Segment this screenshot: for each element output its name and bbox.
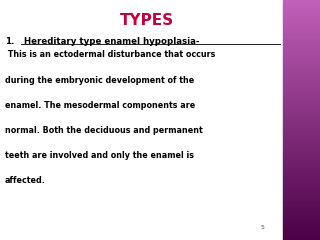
Bar	[283, 194, 320, 198]
Bar	[283, 96, 320, 99]
Bar	[283, 216, 320, 219]
Text: TYPES: TYPES	[120, 13, 174, 28]
Bar	[283, 213, 320, 216]
Bar	[283, 140, 320, 144]
Bar	[283, 165, 320, 168]
Bar	[283, 54, 320, 57]
Bar	[283, 114, 320, 117]
Bar	[283, 158, 320, 162]
Text: affected.: affected.	[5, 176, 46, 185]
Bar	[283, 134, 320, 138]
Bar	[283, 177, 320, 180]
Text: normal. Both the deciduous and permanent: normal. Both the deciduous and permanent	[5, 126, 203, 135]
Bar	[283, 230, 320, 234]
Bar	[283, 24, 320, 27]
Bar	[283, 36, 320, 39]
Bar	[283, 198, 320, 201]
Bar	[283, 63, 320, 66]
Bar	[283, 182, 320, 186]
Bar	[283, 78, 320, 81]
Text: This is an ectodermal disturbance that occurs: This is an ectodermal disturbance that o…	[5, 50, 215, 59]
Bar	[283, 162, 320, 165]
Bar	[283, 120, 320, 123]
Bar	[283, 81, 320, 84]
Bar	[283, 6, 320, 9]
Bar	[283, 222, 320, 225]
Bar	[283, 72, 320, 75]
Text: teeth are involved and only the enamel is: teeth are involved and only the enamel i…	[5, 151, 194, 160]
Bar	[283, 60, 320, 63]
Bar	[283, 66, 320, 69]
Bar	[283, 15, 320, 18]
Bar	[283, 69, 320, 72]
Bar	[283, 228, 320, 231]
Bar	[283, 188, 320, 192]
Bar	[283, 132, 320, 135]
Bar	[283, 192, 320, 195]
Text: during the embryonic development of the: during the embryonic development of the	[5, 76, 194, 85]
Bar	[283, 117, 320, 120]
Bar	[283, 12, 320, 15]
Bar	[283, 180, 320, 183]
Bar	[283, 210, 320, 213]
Bar	[283, 170, 320, 174]
Bar	[283, 150, 320, 153]
Bar	[283, 186, 320, 189]
Bar	[283, 200, 320, 204]
Bar	[283, 9, 320, 12]
Bar	[283, 105, 320, 108]
Bar	[283, 57, 320, 60]
Bar	[283, 111, 320, 114]
Bar	[283, 30, 320, 33]
Bar	[283, 168, 320, 171]
Bar	[283, 126, 320, 129]
Bar	[283, 27, 320, 30]
Bar	[283, 3, 320, 6]
Bar	[283, 39, 320, 42]
Bar	[283, 225, 320, 228]
Bar	[283, 99, 320, 102]
Bar	[283, 48, 320, 51]
Bar	[283, 138, 320, 141]
Bar	[283, 204, 320, 207]
Bar	[283, 122, 320, 126]
Bar	[283, 51, 320, 54]
Bar	[283, 102, 320, 105]
Bar	[283, 18, 320, 21]
Bar	[283, 128, 320, 132]
Bar	[283, 0, 320, 3]
Bar	[283, 234, 320, 237]
Bar	[283, 146, 320, 150]
Bar	[283, 156, 320, 159]
Bar	[283, 237, 320, 240]
Bar	[283, 152, 320, 156]
Bar	[283, 90, 320, 93]
Bar	[283, 93, 320, 96]
Bar	[283, 87, 320, 90]
Bar	[283, 42, 320, 45]
Text: 5: 5	[260, 225, 264, 230]
Bar	[283, 218, 320, 222]
Text: 1.: 1.	[5, 37, 14, 46]
Bar	[283, 144, 320, 147]
Bar	[283, 74, 320, 78]
Text: Hereditary type enamel hypoplasia-: Hereditary type enamel hypoplasia-	[21, 37, 199, 46]
Bar	[283, 21, 320, 24]
Bar	[283, 174, 320, 177]
Bar	[283, 33, 320, 36]
Bar	[283, 84, 320, 87]
Bar	[283, 108, 320, 111]
Text: enamel. The mesodermal components are: enamel. The mesodermal components are	[5, 101, 195, 110]
Bar	[283, 45, 320, 48]
Bar	[283, 206, 320, 210]
